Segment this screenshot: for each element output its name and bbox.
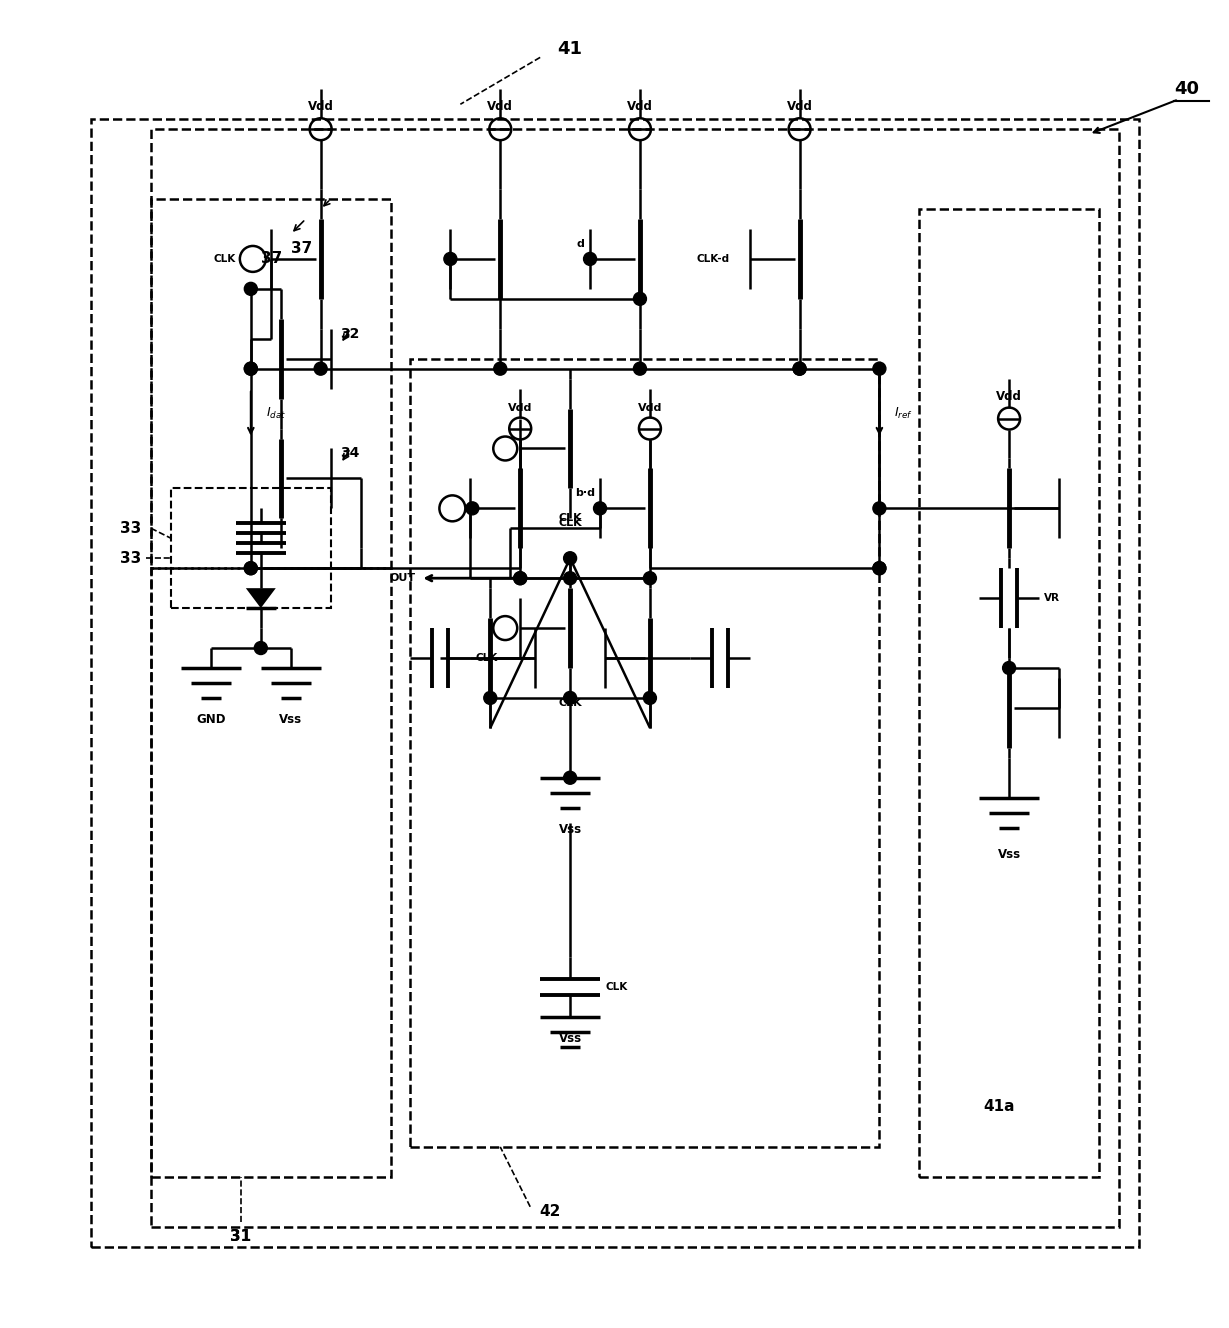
Circle shape xyxy=(494,363,506,374)
Circle shape xyxy=(466,502,479,515)
Circle shape xyxy=(793,363,806,374)
Text: 41: 41 xyxy=(558,40,583,58)
Bar xyxy=(410,359,880,1147)
Circle shape xyxy=(873,363,886,374)
Text: Vss: Vss xyxy=(998,847,1020,861)
Circle shape xyxy=(873,502,886,515)
Text: 37: 37 xyxy=(291,242,312,256)
Circle shape xyxy=(514,572,527,584)
Bar xyxy=(151,199,391,568)
Circle shape xyxy=(873,562,886,575)
Circle shape xyxy=(245,562,257,575)
Text: 34: 34 xyxy=(340,446,360,461)
Text: CLK-d: CLK-d xyxy=(697,254,730,264)
Text: b·d: b·d xyxy=(575,489,595,498)
Text: 33: 33 xyxy=(119,551,141,566)
Circle shape xyxy=(1003,661,1015,675)
Circle shape xyxy=(484,692,497,704)
Text: 42: 42 xyxy=(540,1204,560,1219)
Circle shape xyxy=(644,572,656,584)
Text: CLK: CLK xyxy=(558,514,581,523)
Text: CLK: CLK xyxy=(558,518,581,529)
Circle shape xyxy=(793,363,806,374)
Circle shape xyxy=(564,551,576,564)
Circle shape xyxy=(584,252,596,266)
Circle shape xyxy=(514,572,527,584)
Bar xyxy=(919,208,1099,1177)
Text: Vss: Vss xyxy=(558,1032,581,1045)
Text: $I_{ref}$: $I_{ref}$ xyxy=(895,406,913,421)
Text: CLK: CLK xyxy=(214,254,236,264)
Text: 40: 40 xyxy=(1174,80,1198,98)
Circle shape xyxy=(564,692,576,704)
Text: CLK: CLK xyxy=(605,983,627,992)
Circle shape xyxy=(245,363,257,374)
Text: OUT: OUT xyxy=(390,574,415,583)
Circle shape xyxy=(633,292,646,305)
Text: 41a: 41a xyxy=(983,1100,1015,1114)
Text: Vdd: Vdd xyxy=(488,100,514,113)
Circle shape xyxy=(594,502,607,515)
Text: d: d xyxy=(576,239,584,248)
Circle shape xyxy=(444,252,457,266)
Circle shape xyxy=(245,363,257,374)
Circle shape xyxy=(873,562,886,575)
Text: CLK: CLK xyxy=(476,653,498,663)
Text: 31: 31 xyxy=(230,1230,252,1244)
Circle shape xyxy=(254,641,267,655)
Text: Vdd: Vdd xyxy=(787,100,812,113)
Text: Vdd: Vdd xyxy=(307,100,333,113)
Text: 37: 37 xyxy=(261,251,281,267)
Text: Vss: Vss xyxy=(279,713,302,726)
Text: Vdd: Vdd xyxy=(997,389,1023,402)
Text: Vss: Vss xyxy=(558,822,581,835)
Bar xyxy=(151,129,1118,1227)
Text: Vdd: Vdd xyxy=(638,402,662,413)
Text: VR: VR xyxy=(1043,594,1061,603)
Circle shape xyxy=(564,772,576,785)
Text: 31: 31 xyxy=(230,1230,252,1244)
Text: GND: GND xyxy=(197,713,226,726)
Circle shape xyxy=(564,572,576,584)
Text: 33: 33 xyxy=(119,521,141,535)
Bar xyxy=(91,120,1139,1247)
Circle shape xyxy=(245,283,257,295)
Text: $I_{dat}$: $I_{dat}$ xyxy=(265,406,286,421)
Text: 32: 32 xyxy=(340,327,360,341)
Text: Vdd: Vdd xyxy=(508,402,532,413)
Text: Vdd: Vdd xyxy=(627,100,653,113)
Text: CLK: CLK xyxy=(558,699,581,708)
Circle shape xyxy=(633,363,646,374)
Bar xyxy=(171,489,331,608)
Circle shape xyxy=(315,363,327,374)
Circle shape xyxy=(245,562,257,575)
Circle shape xyxy=(644,692,656,704)
Bar xyxy=(151,568,391,1177)
Polygon shape xyxy=(246,588,275,608)
